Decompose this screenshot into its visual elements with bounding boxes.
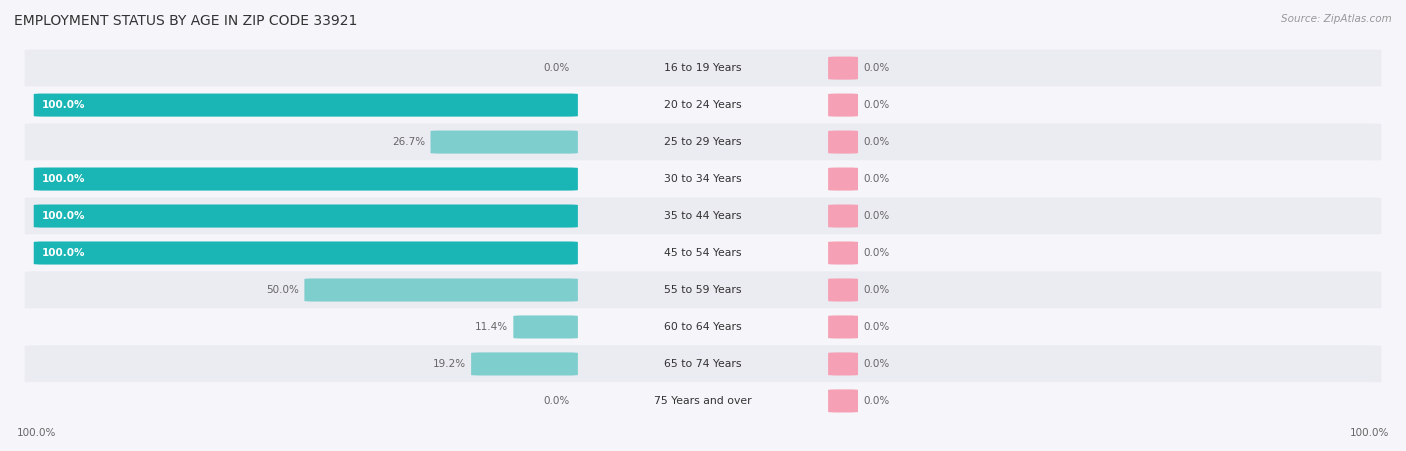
FancyBboxPatch shape — [34, 167, 578, 191]
Text: 0.0%: 0.0% — [543, 396, 569, 406]
FancyBboxPatch shape — [25, 198, 1381, 235]
Text: 60 to 64 Years: 60 to 64 Years — [664, 322, 742, 332]
Text: 0.0%: 0.0% — [863, 396, 890, 406]
FancyBboxPatch shape — [513, 315, 578, 339]
FancyBboxPatch shape — [828, 130, 858, 154]
FancyBboxPatch shape — [25, 87, 1381, 124]
Text: 100.0%: 100.0% — [42, 100, 86, 110]
FancyBboxPatch shape — [471, 352, 578, 376]
Text: 65 to 74 Years: 65 to 74 Years — [664, 359, 742, 369]
FancyBboxPatch shape — [828, 167, 858, 191]
Text: 30 to 34 Years: 30 to 34 Years — [664, 174, 742, 184]
Text: 0.0%: 0.0% — [863, 63, 890, 73]
FancyBboxPatch shape — [828, 56, 858, 80]
FancyBboxPatch shape — [828, 315, 858, 339]
Text: 0.0%: 0.0% — [863, 359, 890, 369]
FancyBboxPatch shape — [25, 345, 1381, 382]
Text: 0.0%: 0.0% — [863, 211, 890, 221]
FancyBboxPatch shape — [828, 278, 858, 302]
FancyBboxPatch shape — [25, 124, 1381, 161]
Text: 25 to 29 Years: 25 to 29 Years — [664, 137, 742, 147]
Text: 0.0%: 0.0% — [543, 63, 569, 73]
FancyBboxPatch shape — [25, 382, 1381, 419]
Text: 0.0%: 0.0% — [863, 285, 890, 295]
FancyBboxPatch shape — [34, 204, 578, 228]
FancyBboxPatch shape — [828, 389, 858, 413]
Text: 19.2%: 19.2% — [433, 359, 465, 369]
FancyBboxPatch shape — [305, 278, 578, 302]
FancyBboxPatch shape — [828, 204, 858, 228]
Text: 45 to 54 Years: 45 to 54 Years — [664, 248, 742, 258]
FancyBboxPatch shape — [430, 130, 578, 154]
FancyBboxPatch shape — [34, 93, 578, 117]
Text: 0.0%: 0.0% — [863, 137, 890, 147]
FancyBboxPatch shape — [828, 352, 858, 376]
Text: Source: ZipAtlas.com: Source: ZipAtlas.com — [1281, 14, 1392, 23]
Text: 55 to 59 Years: 55 to 59 Years — [664, 285, 742, 295]
Text: 11.4%: 11.4% — [475, 322, 508, 332]
Text: 35 to 44 Years: 35 to 44 Years — [664, 211, 742, 221]
FancyBboxPatch shape — [34, 241, 578, 265]
Text: 0.0%: 0.0% — [863, 322, 890, 332]
FancyBboxPatch shape — [828, 241, 858, 265]
Text: 0.0%: 0.0% — [863, 100, 890, 110]
FancyBboxPatch shape — [25, 235, 1381, 272]
FancyBboxPatch shape — [828, 93, 858, 117]
Text: 20 to 24 Years: 20 to 24 Years — [664, 100, 742, 110]
Text: EMPLOYMENT STATUS BY AGE IN ZIP CODE 33921: EMPLOYMENT STATUS BY AGE IN ZIP CODE 339… — [14, 14, 357, 28]
Text: 16 to 19 Years: 16 to 19 Years — [664, 63, 742, 73]
Text: 0.0%: 0.0% — [863, 174, 890, 184]
FancyBboxPatch shape — [25, 308, 1381, 345]
Text: 75 Years and over: 75 Years and over — [654, 396, 752, 406]
FancyBboxPatch shape — [25, 50, 1381, 87]
Text: 100.0%: 100.0% — [42, 248, 86, 258]
Text: 26.7%: 26.7% — [392, 137, 425, 147]
Text: 50.0%: 50.0% — [266, 285, 299, 295]
FancyBboxPatch shape — [25, 161, 1381, 198]
Text: 100.0%: 100.0% — [42, 211, 86, 221]
Text: 100.0%: 100.0% — [42, 174, 86, 184]
Text: 0.0%: 0.0% — [863, 248, 890, 258]
Text: 100.0%: 100.0% — [17, 428, 56, 438]
Text: 100.0%: 100.0% — [1350, 428, 1389, 438]
FancyBboxPatch shape — [25, 272, 1381, 308]
